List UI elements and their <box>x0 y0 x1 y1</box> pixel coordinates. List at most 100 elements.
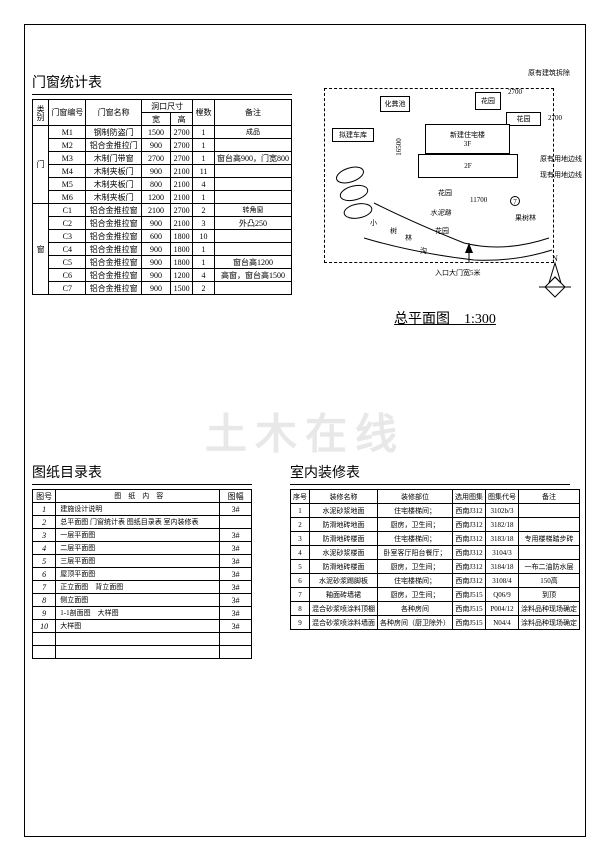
cell-atlas: 西南J312 <box>453 560 486 574</box>
cell-name: 防滑地砖楼面 <box>310 560 378 574</box>
cell-code: 3182/18 <box>486 518 519 532</box>
cell-no: 10 <box>33 620 56 633</box>
drawing-index-section: 图纸目录表 图号 图 纸 内 容 图幅 1建施设计说明3#2总平面图 门窗统计表… <box>32 462 252 659</box>
di-header-row: 图号 图 纸 内 容 图幅 <box>33 490 252 503</box>
cell-w: 900 <box>142 139 171 152</box>
cell-remark <box>214 178 291 191</box>
cell-name: 木制夹板门 <box>86 165 142 178</box>
cell-name: 总平面图 门窗统计表 图纸目录表 室内装修表 <box>56 516 220 529</box>
cell-remark: 涂料品种现场确定 <box>519 602 580 616</box>
col-width: 宽 <box>142 113 171 126</box>
cell-remark: 涂料品种现场确定 <box>519 616 580 630</box>
cell-code: C3 <box>49 230 86 243</box>
cell-h: 2700 <box>171 126 193 139</box>
cell-remark: 外凸250 <box>214 217 291 230</box>
label-entrance: 入口大门宽5米 <box>435 268 481 278</box>
cell-w: 900 <box>142 243 171 256</box>
cell-remark: 150高 <box>519 574 580 588</box>
cell-code: M5 <box>49 178 86 191</box>
cell-code: 3184/18 <box>486 560 519 574</box>
cell-no: 8 <box>291 602 310 616</box>
col-name: 门窗名称 <box>86 100 142 126</box>
dim-2700-b: 2700 <box>548 114 562 122</box>
cell-name: 钢制防盗门 <box>86 126 142 139</box>
cell-code: 3102b/3 <box>486 504 519 518</box>
cell-name: 建施设计说明 <box>56 503 220 516</box>
table-row: 5三层平面图3# <box>33 555 252 568</box>
cell-code: M6 <box>49 191 86 204</box>
label-grove-1: 小 <box>370 218 377 228</box>
cell-name: 正立面图 背立面图 <box>56 581 220 594</box>
table-row: C2铝合金推拉窗90021003外凸250 <box>33 217 292 230</box>
cell-name: 铝合金推拉窗 <box>86 204 142 217</box>
cell-name <box>56 646 220 659</box>
cell-no: 1 <box>33 503 56 516</box>
cell-code: C4 <box>49 243 86 256</box>
cell-name: 水泥砂浆地面 <box>310 504 378 518</box>
cell-w: 900 <box>142 256 171 269</box>
label-current-land: 现有用地边线 <box>540 170 582 180</box>
cell-remark: 成品 <box>214 126 291 139</box>
table-row: 1建施设计说明3# <box>33 503 252 516</box>
cell-no: 9 <box>33 607 56 620</box>
table-row: 8侧立面图3# <box>33 594 252 607</box>
cell-qty: 4 <box>193 269 215 282</box>
col-code: 图集代号 <box>486 490 519 504</box>
dim-16500: 16500 <box>395 138 403 156</box>
cell-qty: 3 <box>193 217 215 230</box>
dim-11700: 11700 <box>470 196 487 204</box>
cell-name: 混合砂浆喷涂料顶棚 <box>310 602 378 616</box>
interior-finish-section: 室内装修表 序号 装修名称 装修部位 选用图集 图集代号 备注 1水泥砂浆地面住… <box>290 462 570 630</box>
col-part: 装修部位 <box>378 490 453 504</box>
cell-name: 防滑地砖楼面 <box>310 532 378 546</box>
cell-part: 住宅楼梯间； <box>378 574 453 588</box>
table-row: 5防滑地砖楼面厨房，卫生间；西南J3123184/18一布二油防水层 <box>291 560 580 574</box>
cell-qty: 10 <box>193 230 215 243</box>
new-house: 新建住宅楼 3F <box>425 124 510 154</box>
site-plan-title-text: 总平面图 1:300 <box>394 312 496 327</box>
title-rule <box>32 484 252 485</box>
door-window-table: 类别 门窗编号 门窗名称 洞口尺寸 樘数 备注 宽 高 门M1钢制防盗门1500… <box>32 99 292 295</box>
table-row: 4二层平面图3# <box>33 542 252 555</box>
cell-fmt: 3# <box>220 607 252 620</box>
table-row: C5铝合金推拉窗90018001窗台高1200 <box>33 256 292 269</box>
label-existing-land: 原有用地边线 <box>540 154 582 164</box>
cell-no: 5 <box>33 555 56 568</box>
table-row: M2铝合金推拉门90027001 <box>33 139 292 152</box>
house-2f: 2F <box>418 154 518 178</box>
cell-part: 各种房间（厨卫除外） <box>378 616 453 630</box>
col-qty: 樘数 <box>193 100 215 126</box>
cell-no <box>33 646 56 659</box>
cell-qty: 4 <box>193 178 215 191</box>
cell-part: 厨房，卫生间； <box>378 588 453 602</box>
cell-remark: 高窗，窗台高1500 <box>214 269 291 282</box>
cell-no: 4 <box>291 546 310 560</box>
label-grove-3: 林 <box>405 233 412 243</box>
table-row: 门M1钢制防盗门150027001成品 <box>33 126 292 139</box>
cell-fmt: 3# <box>220 529 252 542</box>
cell-fmt: 3# <box>220 581 252 594</box>
cell-w: 1500 <box>142 126 171 139</box>
cell-atlas: 西南J515 <box>453 602 486 616</box>
col-atlas: 选用图集 <box>453 490 486 504</box>
col-fmt: 图幅 <box>220 490 252 503</box>
table-row: C4铝合金推拉窗90018001 <box>33 243 292 256</box>
title-rule <box>290 484 570 485</box>
title-rule <box>32 94 292 95</box>
cell-code: Q06/9 <box>486 588 519 602</box>
cell-name: 木制夹板门 <box>86 191 142 204</box>
cell-no: 6 <box>291 574 310 588</box>
cell-qty: 11 <box>193 165 215 178</box>
cell-name: 三层平面图 <box>56 555 220 568</box>
house-label: 新建住宅楼 <box>450 130 485 140</box>
cell-remark <box>214 243 291 256</box>
cell-name: 木制门带窗 <box>86 152 142 165</box>
table-row: 2总平面图 门窗统计表 图纸目录表 室内装修表 <box>33 516 252 529</box>
cell-no: 2 <box>291 518 310 532</box>
table-row: 4水泥砂浆楼面卧室客厅阳台餐厅；西南J3123104/3 <box>291 546 580 560</box>
door-window-table-section: 门窗统计表 类别 门窗编号 门窗名称 洞口尺寸 樘数 备注 宽 高 门M1钢制防… <box>32 72 292 295</box>
label-cement-road: 水泥路 <box>430 208 451 218</box>
dw-header-row-1: 类别 门窗编号 门窗名称 洞口尺寸 樘数 备注 <box>33 100 292 113</box>
cell-fmt <box>220 516 252 529</box>
cell-code: C5 <box>49 256 86 269</box>
